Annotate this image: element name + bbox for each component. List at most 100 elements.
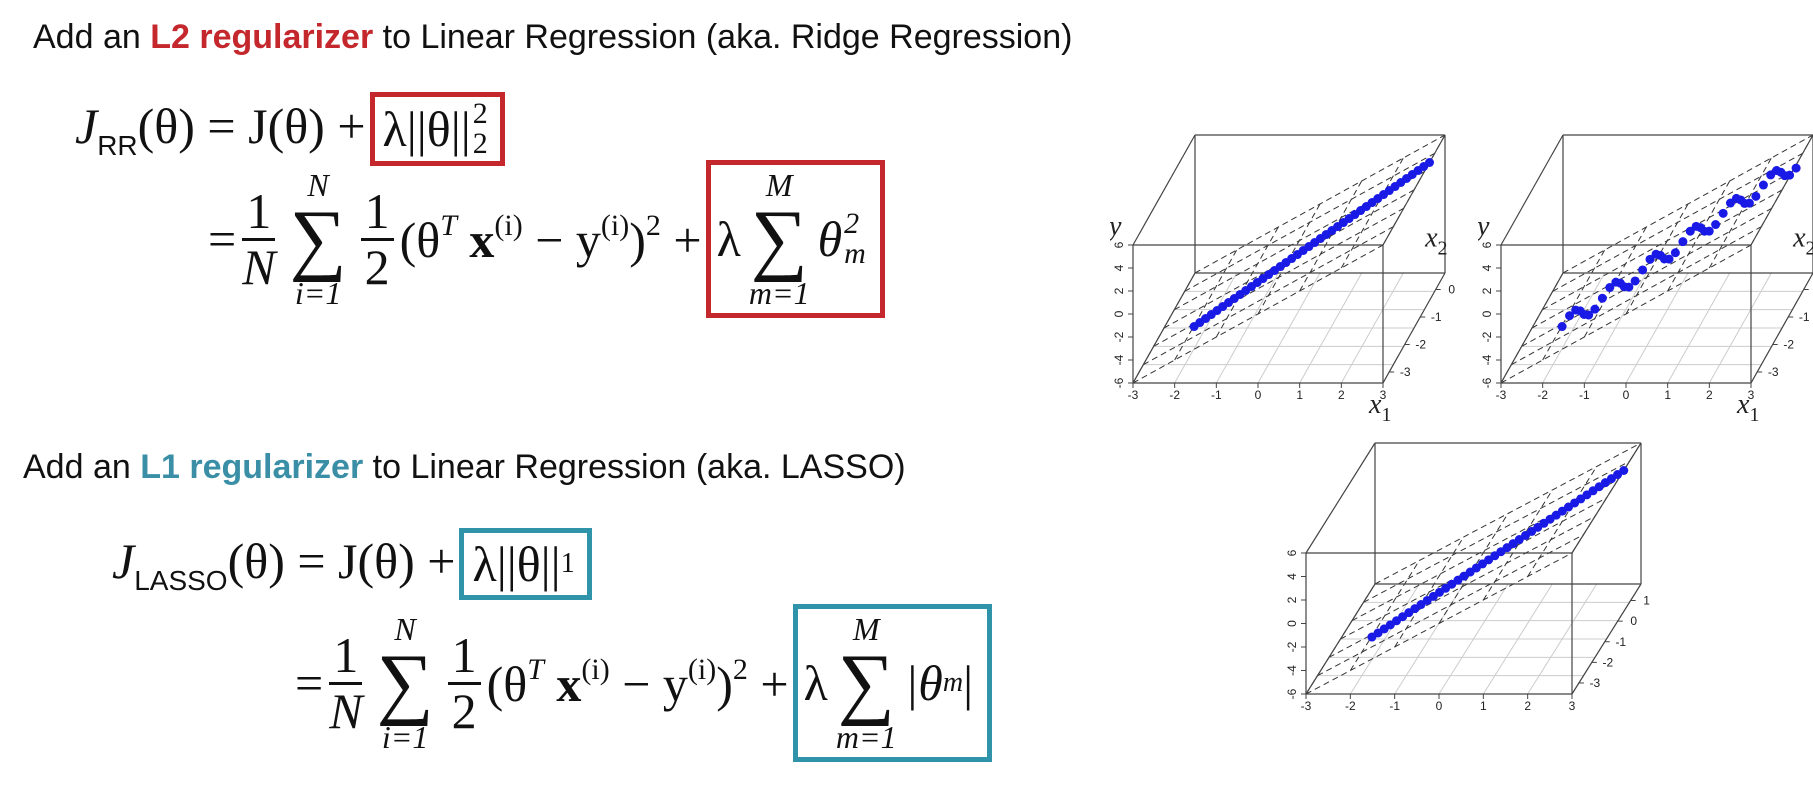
lambda: λ [803,655,828,711]
x-tick-label: 0 [1623,388,1630,402]
rhs: (θ) = J(θ) + [137,97,366,154]
num: 1 [329,629,363,685]
box-edge [1382,134,1446,246]
abs: |θ [904,655,943,711]
depth-tick-label: 0 [1630,614,1637,628]
num: 1 [242,185,276,241]
data-point [1678,237,1688,247]
x-tick-label: -3 [1496,388,1507,402]
plane-grid [1708,157,1772,269]
x-tick-label: 1 [1480,699,1487,713]
y-tick-label: 4 [1480,264,1494,271]
y-tick-label: 6 [1112,241,1126,248]
axis-label-text: x [1792,223,1806,254]
data-point [1619,466,1629,475]
heading: Add an L1 regularizer to Linear Regressi… [23,448,906,487]
y-tick-label: -4 [1112,354,1126,365]
axis-label: x2 [1792,223,1813,260]
x-tick-label: 0 [1436,699,1443,713]
sum: M ∑ m=1 [749,169,810,309]
box-edge [1500,272,1564,384]
y-tick-label: 0 [1112,310,1126,317]
sum: N ∑ i=1 [377,613,434,753]
box-edge [1750,272,1813,384]
depth-tick-label: -2 [1783,338,1794,352]
data-point [1785,170,1795,180]
sub: 2 [472,127,488,160]
data-point [1670,248,1680,258]
y-tick-label: -2 [1480,331,1494,342]
data-point [1704,226,1714,236]
y-tick-label: -6 [1285,688,1299,699]
sign: ∑ [837,639,895,727]
depth-tick-label: -3 [1590,676,1601,690]
data-point [1685,226,1695,236]
data-point [1711,220,1721,230]
axis-label-subscript: 2 [1806,238,1813,260]
x-tick-label: 0 [1255,388,1262,402]
subscript: LASSO [134,564,228,596]
box-edge [1305,442,1376,554]
data-point [1744,198,1754,208]
sign: ∑ [376,639,434,727]
plane-grid [1527,466,1598,577]
axis-label: x1 [1736,389,1759,422]
data-point [1791,163,1801,173]
data-point [1630,276,1640,286]
x-tick-label: -1 [1389,699,1400,713]
t: − y [522,212,601,268]
equation: JLASSO(θ) = J(θ) + λ||θ|| 1 [112,528,592,600]
x-tick-label: 3 [1380,388,1387,402]
depth-tick-label: -2 [1415,338,1426,352]
sup: 2 [472,97,488,130]
t: (i) [581,653,610,686]
den: 2 [451,682,477,739]
t: T [527,653,544,686]
x-tick-label: -3 [1128,388,1139,402]
text: Add an [33,18,141,56]
data-point [1584,310,1594,320]
box-edge [1750,134,1813,246]
sub: m [844,237,866,270]
axis-label: y [1478,211,1490,242]
plane-grid [1482,489,1553,601]
plane-grid [1542,249,1606,361]
y-tick-label: 6 [1480,241,1494,248]
x-tick-label: -2 [1537,388,1548,402]
penalty-box: λ||θ|| 2 2 [369,92,505,166]
x-tick-label: -2 [1169,388,1180,402]
penalty-box: λ||θ|| 1 [459,528,592,600]
penalty-box: λ M ∑ m=1 |θ m | [792,604,993,762]
axis-label: x1 [1368,389,1391,422]
data-point [1605,283,1615,293]
lower: i=1 [381,719,429,755]
penalty: λ||θ|| [472,536,561,592]
plane-grid [1552,152,1803,292]
y-tick-label: -4 [1480,354,1494,365]
depth-tick-label: -1 [1615,635,1626,649]
box-edge [1571,583,1642,695]
upper: M [765,167,793,203]
depth-tick-label: -3 [1400,365,1411,379]
den: N [242,238,276,295]
lower: m=1 [835,719,897,755]
lhs: JRR(θ) = J(θ) + [75,97,366,162]
plane-grid [1299,180,1363,292]
y-tick-label: 0 [1480,310,1494,317]
data-point [1425,158,1434,167]
axis-label: x2 [1424,223,1447,260]
plane-grid [1667,180,1731,292]
x-tick-label: 2 [1706,388,1713,402]
y-tick-label: -6 [1480,377,1494,388]
term: (θT x(i) − y(i))2 + [400,209,702,269]
box-edge [1382,272,1446,384]
t: x [456,212,495,268]
t: x [543,656,582,712]
